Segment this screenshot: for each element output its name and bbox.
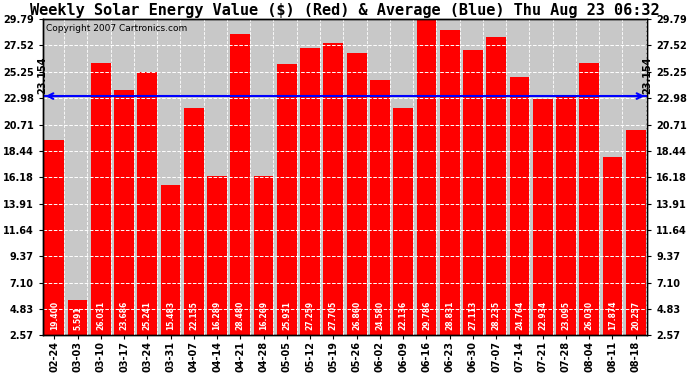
Bar (486, 37, 506, 335)
Bar (533, 99, 553, 335)
Text: 28.480: 28.480 (236, 300, 245, 330)
Bar (277, 64, 297, 335)
Title: Weekly Solar Energy Value ($) (Red) & Average (Blue) Thu Aug 23 06:32: Weekly Solar Energy Value ($) (Red) & Av… (30, 3, 660, 18)
Text: 23.686: 23.686 (119, 300, 128, 330)
Bar (556, 97, 576, 335)
Text: 24.764: 24.764 (515, 300, 524, 330)
Text: 15.483: 15.483 (166, 300, 175, 330)
Text: 26.030: 26.030 (584, 300, 593, 330)
Text: 27.705: 27.705 (329, 300, 338, 330)
Bar (91, 63, 110, 335)
Text: 27.259: 27.259 (306, 300, 315, 330)
Text: 20.257: 20.257 (631, 300, 640, 330)
Text: 22.136: 22.136 (399, 300, 408, 330)
Text: 27.113: 27.113 (469, 300, 477, 330)
Bar (161, 185, 181, 335)
Text: 16.289: 16.289 (213, 300, 221, 330)
Text: 23.095: 23.095 (562, 301, 571, 330)
Bar (602, 158, 622, 335)
Text: 23.154: 23.154 (38, 56, 48, 94)
Text: 22.155: 22.155 (189, 301, 198, 330)
Text: 19.400: 19.400 (50, 300, 59, 330)
Bar (417, 19, 436, 335)
Bar (137, 72, 157, 335)
Bar (68, 300, 88, 335)
Bar (463, 50, 483, 335)
Bar (626, 130, 646, 335)
Bar (114, 90, 134, 335)
Bar (207, 176, 227, 335)
Bar (509, 77, 529, 335)
Bar (184, 108, 204, 335)
Bar (440, 30, 460, 335)
Text: 5.591: 5.591 (73, 306, 82, 330)
Text: 26.860: 26.860 (352, 300, 361, 330)
Text: 22.934: 22.934 (538, 300, 547, 330)
Bar (230, 34, 250, 335)
Text: 25.241: 25.241 (143, 301, 152, 330)
Bar (44, 140, 64, 335)
Text: 29.786: 29.786 (422, 300, 431, 330)
Bar (324, 43, 343, 335)
Text: 24.580: 24.580 (375, 300, 384, 330)
Text: Copyright 2007 Cartronics.com: Copyright 2007 Cartronics.com (46, 24, 187, 33)
Bar (347, 53, 366, 335)
Text: 28.831: 28.831 (445, 300, 454, 330)
Bar (254, 176, 273, 335)
Text: 16.269: 16.269 (259, 300, 268, 330)
Bar (580, 63, 599, 335)
Bar (300, 48, 320, 335)
Text: 28.235: 28.235 (492, 300, 501, 330)
Bar (393, 108, 413, 335)
Text: 17.874: 17.874 (608, 300, 617, 330)
Bar (370, 80, 390, 335)
Text: 25.931: 25.931 (282, 301, 291, 330)
Text: 23.154: 23.154 (642, 56, 652, 94)
Text: 26.031: 26.031 (97, 300, 106, 330)
